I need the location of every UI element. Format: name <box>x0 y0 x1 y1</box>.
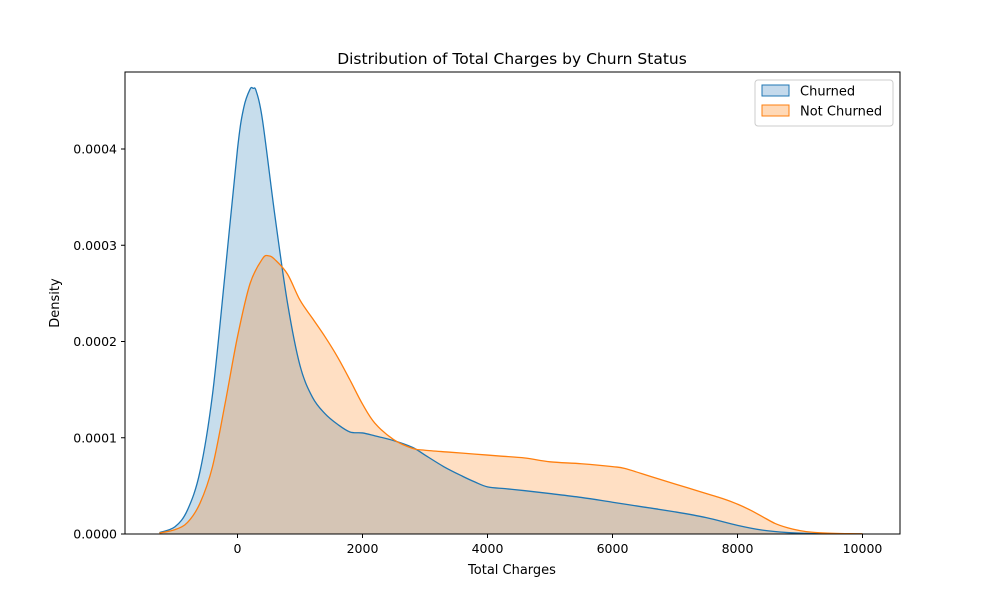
x-tick-label: 8000 <box>722 541 754 556</box>
density-area-churned <box>159 87 863 534</box>
x-tick-label: 0 <box>234 541 242 556</box>
plot-lines <box>159 86 863 535</box>
plot-fills <box>159 87 863 534</box>
x-tick-label: 2000 <box>347 541 379 556</box>
chart-title: Distribution of Total Charges by Churn S… <box>337 50 687 68</box>
y-tick-label: 0.0000 <box>73 527 117 542</box>
x-tick-label: 4000 <box>472 541 504 556</box>
density-line-not-churned <box>159 254 863 535</box>
y-tick-label: 0.0002 <box>73 334 117 349</box>
legend-label-churned: Churned <box>800 85 855 100</box>
axes-frame <box>124 71 901 535</box>
legend: Churned Not Churned <box>754 79 894 127</box>
x-axis-ticks: 0 2000 4000 6000 8000 10000 <box>234 534 883 556</box>
legend-label-not-churned: Not Churned <box>800 105 882 120</box>
legend-swatch-churned <box>761 84 790 97</box>
legend-swatch-not-churned <box>761 104 790 117</box>
y-axis-ticks: 0.0000 0.0001 0.0002 0.0003 0.0004 <box>73 142 125 542</box>
y-axis-label: Density <box>48 278 63 328</box>
density-area-not-churned <box>159 255 863 534</box>
y-tick-label: 0.0001 <box>73 430 117 445</box>
x-tick-label: 10000 <box>843 541 883 556</box>
y-tick-label: 0.0003 <box>73 238 117 253</box>
density-line-churned <box>159 86 863 535</box>
y-tick-label: 0.0004 <box>73 142 117 157</box>
x-axis-label: Total Charges <box>467 563 556 578</box>
x-tick-label: 6000 <box>597 541 629 556</box>
